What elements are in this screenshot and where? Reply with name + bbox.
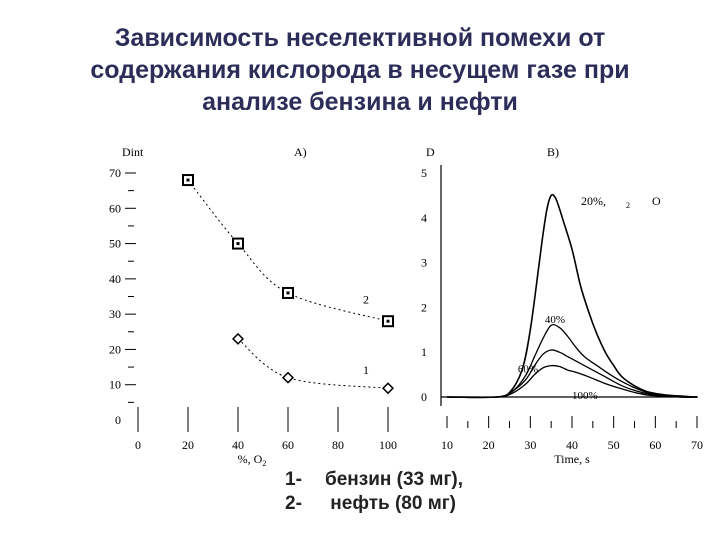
y-tick-label: 2 [421,300,427,314]
legend-text: нефть (80 мг) [325,493,456,514]
y-tick-label: 60 [109,201,121,215]
series-line-20pct [446,193,698,399]
y-tick-label: 50 [109,237,121,251]
y-tick-label: 0 [421,390,427,404]
legend-number: 2- [285,493,302,514]
x-tick-label: 20 [483,438,495,452]
title-line: содержания кислорода в несущем газе при [90,56,630,84]
y-tick-label: 30 [109,307,121,321]
legend-number: 1- [285,469,302,490]
series-label: 100% [572,390,598,402]
title-line: Зависимость неселективной помехи от [114,24,606,52]
y-tick-label: 40 [109,272,121,286]
fit-curve-series-1 [237,338,389,389]
data-point-diamond [231,332,245,345]
data-point-square-center [186,178,190,182]
y-tick-label: 70 [109,166,121,180]
y-tick-label: 0 [115,413,121,427]
x-tick-label: 100 [379,438,397,452]
annotation-subscript: 2 [626,201,630,210]
y-tick-label: 5 [421,166,427,180]
page-title: Зависимость неселективной помехи от соде… [0,22,720,118]
series-line-100pct [446,364,698,398]
series-line-40pct [446,323,698,399]
panel-label: B) [547,145,559,159]
x-tick-label: 0 [135,438,141,452]
x-tick-label: 60 [649,438,661,452]
x-axis-label: Time, s [554,452,590,466]
series-label: 1 [363,363,369,377]
x-axis-label: %, O2 [238,452,267,468]
x-tick-label: 40 [566,438,578,452]
x-tick-label: 60 [282,438,294,452]
x-tick-label: 70 [691,438,703,452]
legend-text: бензин (33 мг), [325,469,463,490]
annotation-text: 20%, [581,194,606,208]
y-axis-label: Dint [122,145,144,159]
panel-label: A) [294,145,307,159]
y-axis-label: D [426,145,435,159]
y-tick-label: 3 [421,256,427,270]
x-tick-label: 20 [182,438,194,452]
x-axis-label-subscript: 2 [262,459,266,468]
legend-item: 1- бензин (33 мг), [285,468,463,492]
series-line-60pct [446,349,698,399]
data-point-diamond [281,371,295,384]
y-tick-label: 1 [421,345,427,359]
legend: 1- бензин (33 мг), 2- нефть (80 мг) [285,468,463,516]
series-label: 60% [518,363,538,375]
data-point-square-center [386,319,390,323]
x-tick-label: 30 [524,438,536,452]
y-tick-label: 10 [109,378,121,392]
data-point-square-center [286,291,290,295]
legend-item: 2- нефть (80 мг) [285,492,463,516]
series-label: 40% [545,314,565,326]
data-point-square-center [236,242,240,246]
series-label: 2 [363,293,369,307]
y-tick-label: 4 [421,211,427,225]
x-tick-label: 50 [608,438,620,452]
title-line: анализе бензина и нефти [202,88,518,116]
y-tick-label: 20 [109,342,121,356]
data-point-diamond [381,382,395,395]
annotation-text: O [652,194,661,208]
x-tick-label: 10 [441,438,453,452]
x-tick-label: 40 [232,438,244,452]
x-tick-label: 80 [332,438,344,452]
fit-curve-series-2 [187,179,389,322]
